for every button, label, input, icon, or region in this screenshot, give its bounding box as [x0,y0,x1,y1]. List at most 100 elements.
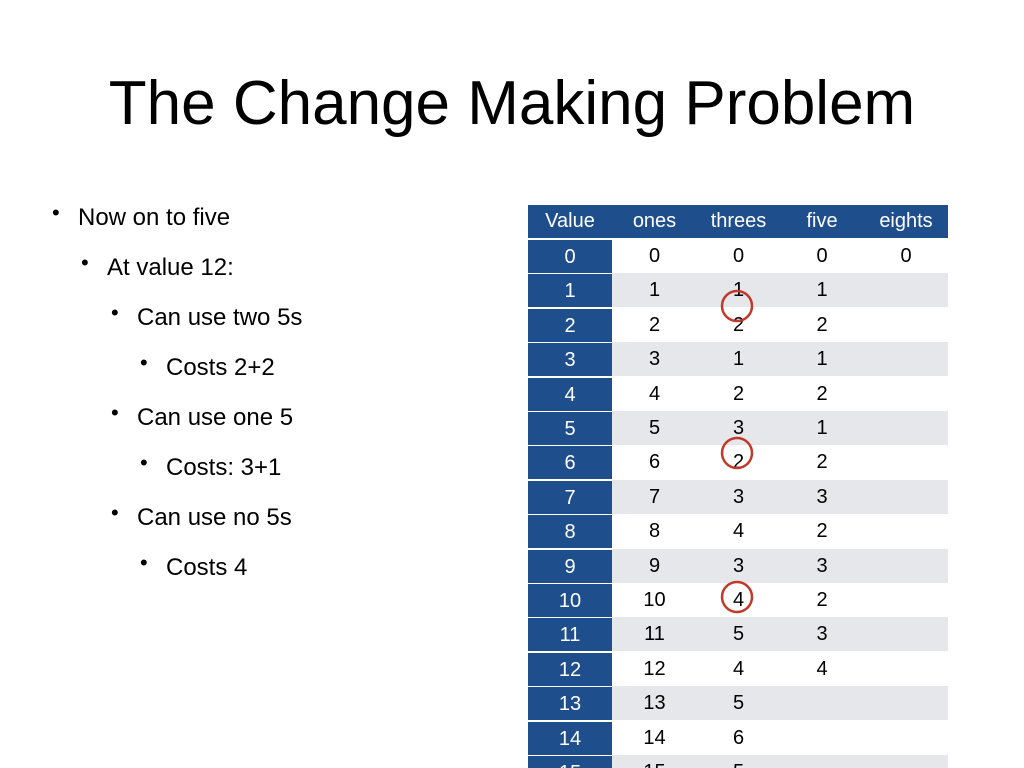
slide-title: The Change Making Problem [108,69,916,138]
table-cell [780,721,864,755]
table-cell: 0 [732,245,745,267]
bullet-text: Can use one 5 [137,404,294,431]
table-cell [864,342,948,377]
table-cell: 15 [612,755,697,768]
row-label: 12 [528,651,612,686]
table-cell [864,652,948,686]
table-cell [864,411,948,445]
row-label: 3 [528,342,612,377]
table-cell [864,445,948,479]
table-cell: 2 [816,382,828,405]
table-cell: 3 [697,479,780,514]
table-cell: 3 [780,548,864,583]
row-label: 2 [528,307,612,342]
row-label: 0 [528,239,612,273]
table-cell: 3 [780,479,864,514]
table-cell [864,308,948,342]
table-cell: 2 [816,520,828,543]
table-cell: 0 [816,245,828,267]
table-cell: 3 [697,411,780,445]
row-label: 13 [528,686,612,721]
table-cell: 4 [732,520,745,543]
table-cell: 2 [732,451,745,474]
row-label: 5 [528,411,612,445]
table-cell: 0 [648,245,661,267]
bullet-text: Costs: 3+1 [166,454,282,481]
table-cell: 6 [732,726,745,749]
table-cell [864,755,948,768]
table-cell: 7 [612,479,697,514]
bullet-dot: • [111,500,119,525]
table-cell: 2 [816,313,828,336]
table-cell: 13 [612,686,697,721]
table-cell: 5 [697,686,780,721]
table-cell [864,548,948,583]
table-cell [780,686,864,721]
table-cell [864,377,948,411]
row-label: 1 [528,273,612,308]
row-label: 9 [528,548,612,583]
bullet-text: At value 12: [107,254,234,281]
row-label: 14 [528,720,612,755]
table-cell: 5 [612,411,697,445]
row-label: 7 [528,479,612,514]
table-cell: 4 [648,382,661,405]
table-cell: 1 [697,273,780,308]
table-cell: 2 [816,451,828,474]
table-cell: 3 [697,548,780,583]
table-cell [864,686,948,721]
table-cell [864,617,948,652]
table-cell: 2 [732,382,745,405]
bullet-text: Costs 2+2 [166,354,275,381]
bullet-dot: • [140,450,148,475]
table-cell [864,273,948,308]
row-label: 6 [528,445,612,480]
row-label: 11 [528,617,612,652]
table-cell: 8 [648,520,661,543]
header-cell: threes [697,205,780,238]
table-cell [780,755,864,768]
table-cell: 1 [697,342,780,377]
table-cell: 6 [648,451,661,474]
table-cell [864,514,948,548]
table-cell: 11 [612,617,697,652]
row-label: 15 [528,755,612,768]
table-cell: 3 [780,617,864,652]
table-cell [864,583,948,617]
header-cell: eights [864,205,948,238]
row-label: 4 [528,376,612,411]
row-label: 10 [528,583,612,617]
bullet-dot: • [52,200,60,225]
table-cell: 5 [697,755,780,768]
table-cell: 1 [612,273,697,308]
table-cell: 4 [816,657,828,680]
table-cell [864,479,948,514]
table-cell: 5 [697,617,780,652]
table-cell: 3 [612,342,697,377]
header-cell: ones [612,205,697,238]
table-cell: 9 [612,548,697,583]
table-cell: 2 [648,313,661,336]
bullet-text: Now on to five [78,204,231,231]
table-cell: 2 [816,589,828,611]
bullet-text: Can use two 5s [137,304,303,331]
table-cell: 12 [643,657,666,680]
table-cell: 1 [780,411,864,445]
bullet-dot: • [81,250,89,275]
table-cell: 2 [732,313,745,336]
bullet-text: Costs 4 [166,554,248,581]
table-cell: 1 [780,273,864,308]
table-cell: 0 [900,245,912,267]
bullet-dot: • [140,350,148,375]
table-cell: 4 [732,589,745,611]
bullet-text: Can use no 5s [137,504,292,531]
row-label: 8 [528,514,612,549]
bullet-dot: • [140,550,148,575]
table-cell: 14 [643,726,666,749]
table-cell: 1 [780,342,864,377]
header-cell: five [780,205,864,238]
bullet-dot: • [111,300,119,325]
table-cell: 10 [643,589,666,611]
table-cell [864,721,948,755]
